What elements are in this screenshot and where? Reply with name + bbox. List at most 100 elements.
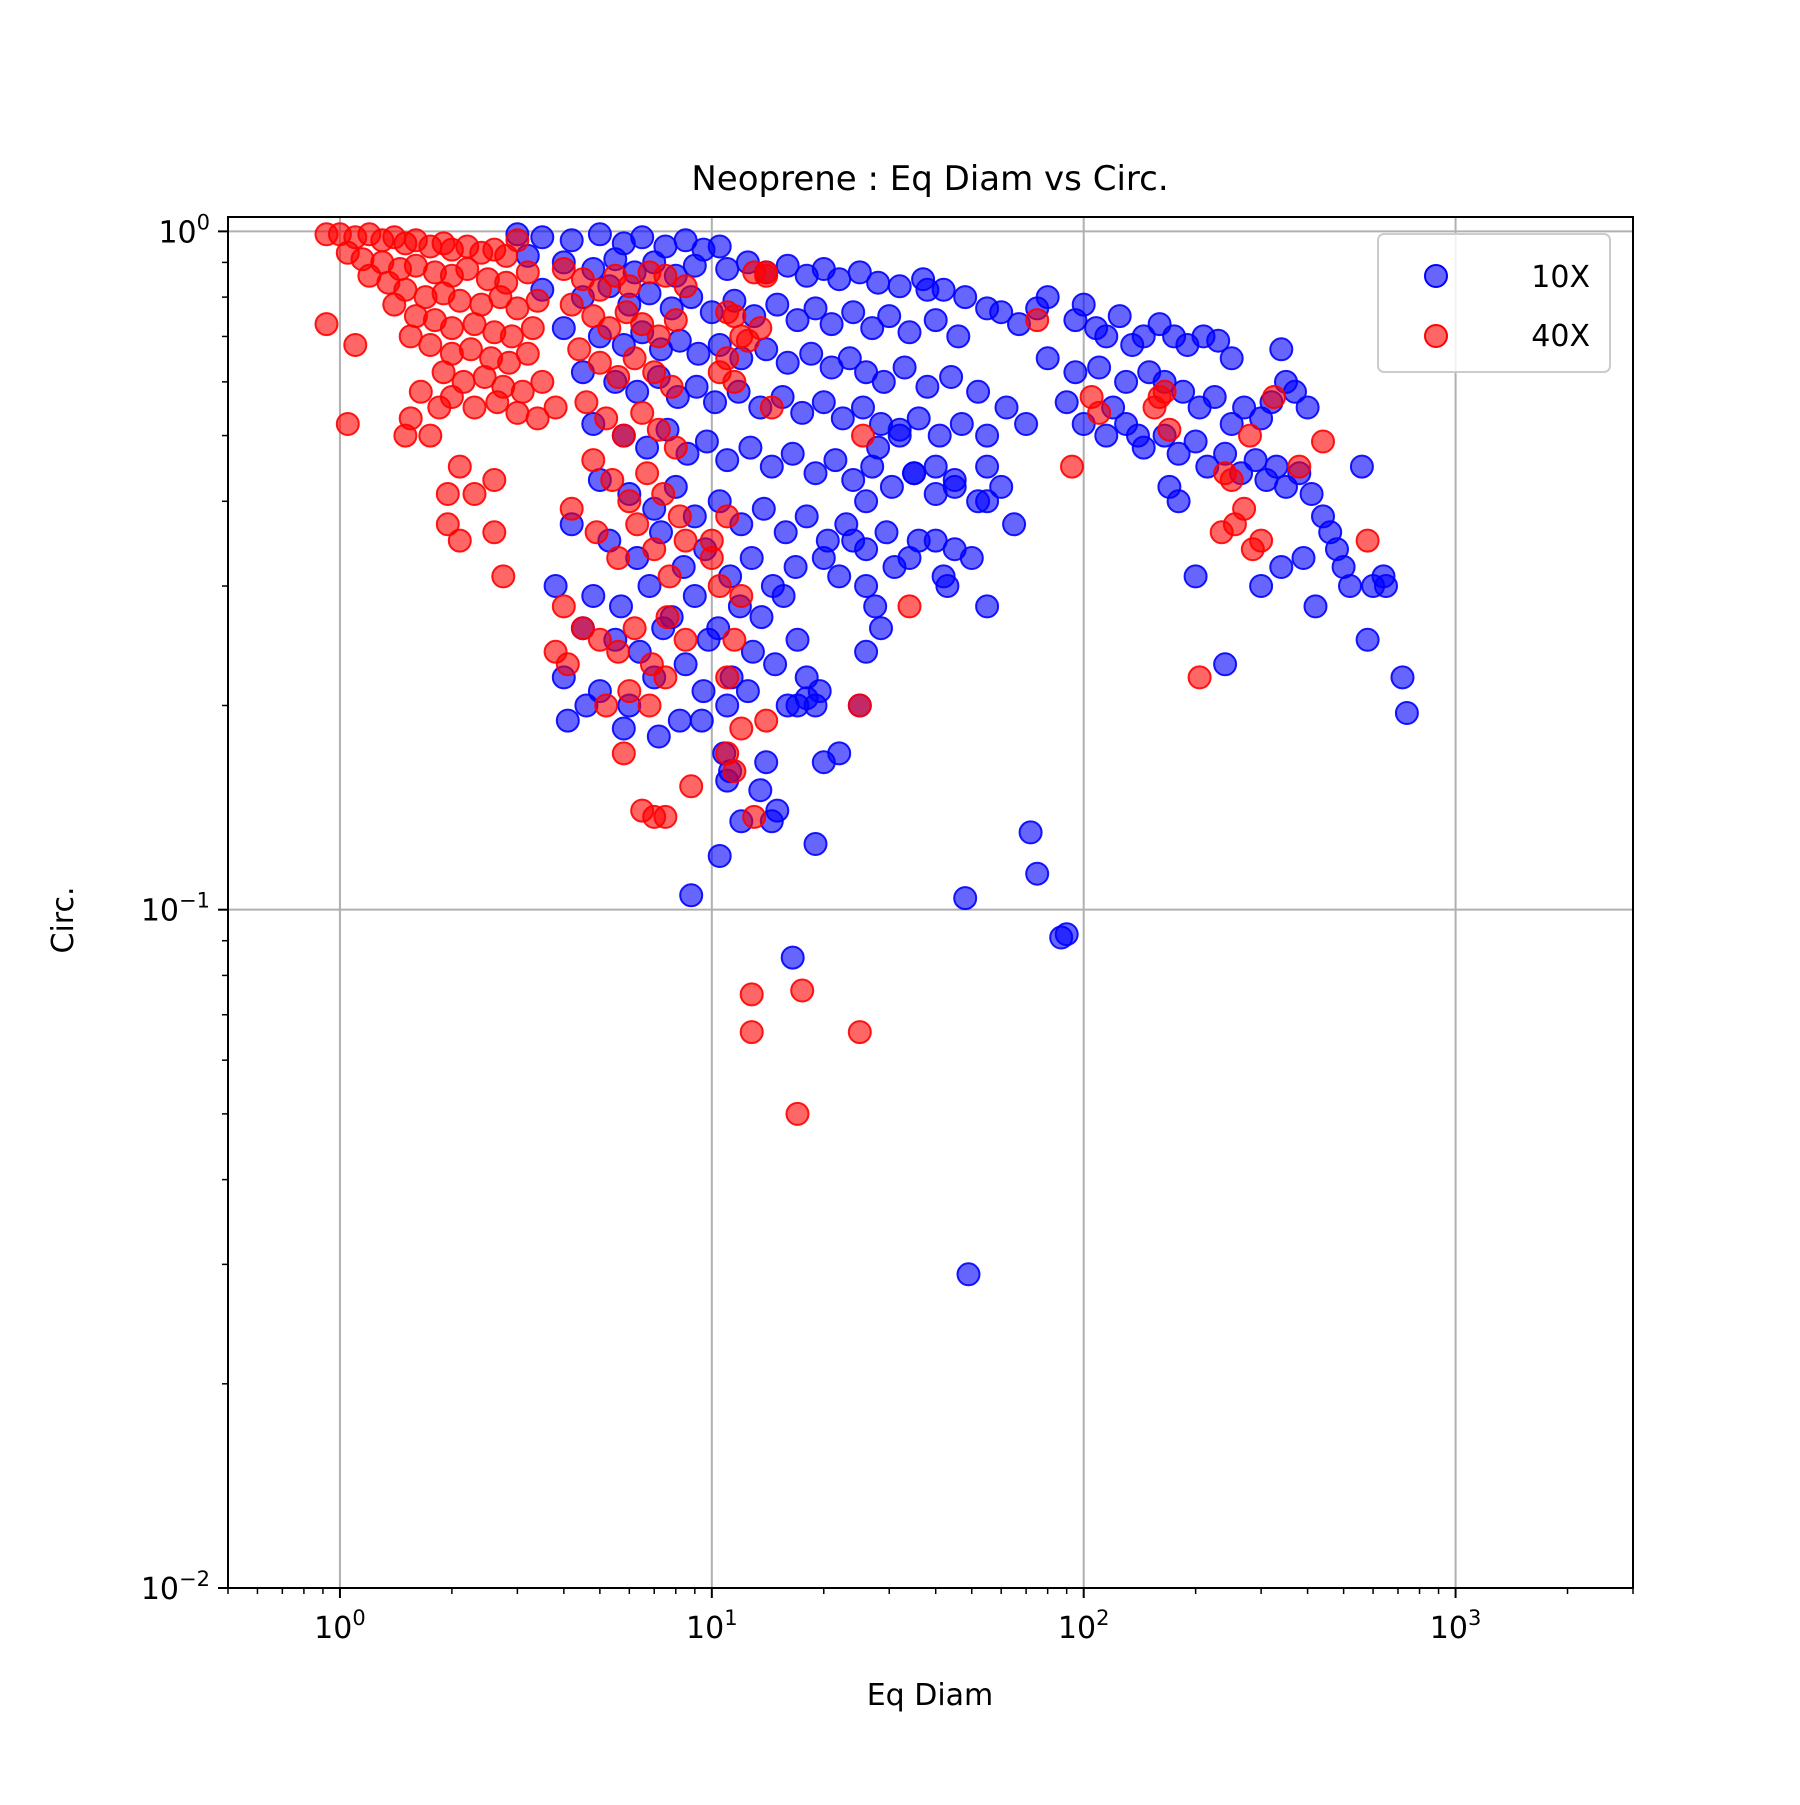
data-points	[314, 222, 1419, 1287]
data-point	[1054, 922, 1079, 947]
data-point	[431, 360, 456, 385]
data-point	[510, 379, 535, 404]
x-tick-exponent: 2	[1096, 1606, 1109, 1630]
data-point	[1025, 308, 1050, 333]
data-point	[646, 417, 671, 442]
data-point	[686, 341, 711, 366]
data-point	[609, 594, 633, 619]
data-point	[887, 423, 912, 448]
data-point	[775, 253, 800, 278]
data-point	[866, 270, 891, 295]
data-point	[780, 441, 805, 466]
data-point	[827, 564, 852, 589]
legend-label-40x: 40X	[1531, 319, 1590, 354]
data-point	[617, 274, 642, 299]
data-point	[751, 496, 776, 521]
data-point	[1374, 574, 1398, 598]
data-point	[892, 355, 917, 380]
data-point	[543, 395, 568, 420]
data-point	[673, 652, 698, 677]
data-point	[1299, 482, 1324, 506]
data-point	[1202, 385, 1227, 409]
data-point	[617, 679, 642, 704]
data-point	[642, 537, 667, 562]
data-point	[435, 482, 460, 506]
data-point	[447, 454, 472, 479]
data-point	[915, 374, 940, 399]
data-point	[1219, 412, 1244, 436]
data-point	[447, 288, 472, 313]
data-point	[622, 346, 647, 371]
plot-frame	[227, 216, 1634, 1589]
data-point	[1107, 304, 1132, 329]
data-point	[587, 222, 612, 247]
data-point	[625, 512, 650, 537]
data-point	[635, 435, 660, 460]
x-tick-exponent: 3	[1468, 1606, 1481, 1630]
data-point	[775, 350, 800, 375]
data-point	[841, 300, 866, 325]
data-point	[663, 435, 688, 460]
data-point	[740, 639, 765, 664]
data-point	[803, 296, 828, 321]
data-point	[748, 778, 773, 803]
data-point	[794, 504, 819, 529]
data-point	[803, 832, 828, 856]
data-point	[606, 546, 631, 570]
data-point	[1349, 454, 1374, 479]
data-point	[673, 274, 698, 299]
data-point	[739, 546, 764, 570]
data-point	[785, 1101, 810, 1126]
data-point	[703, 390, 727, 415]
x-axis-label: Eq Diam	[867, 1678, 994, 1713]
data-point	[854, 574, 879, 598]
data-point	[749, 605, 774, 630]
data-point	[689, 708, 714, 733]
grid	[228, 217, 1633, 1589]
data-point	[653, 804, 678, 829]
data-point	[715, 693, 740, 718]
data-point	[482, 520, 507, 545]
data-point	[587, 350, 612, 375]
data-point	[1219, 468, 1244, 492]
data-point	[946, 324, 971, 349]
data-point	[956, 1262, 981, 1287]
data-point	[458, 337, 483, 362]
data-point	[651, 482, 676, 506]
data-point	[551, 257, 576, 281]
x-tick-exponent: 0	[352, 1606, 365, 1630]
data-point	[759, 454, 784, 479]
data-point	[739, 1020, 764, 1045]
y-tick-base: 10	[141, 894, 179, 929]
data-point	[682, 253, 707, 278]
legend: 10X 40X	[1377, 233, 1611, 373]
y-tick-base: 10	[141, 1572, 179, 1607]
data-point	[827, 741, 852, 766]
data-point	[1063, 360, 1088, 385]
data-point	[785, 308, 810, 333]
data-point	[418, 333, 443, 357]
y-tick-exponent: −2	[179, 1567, 210, 1591]
data-point	[1355, 528, 1380, 553]
data-point	[435, 512, 460, 537]
data-point	[567, 337, 592, 362]
data-point	[491, 564, 516, 589]
data-point	[485, 390, 510, 415]
data-point	[427, 395, 452, 420]
data-point	[600, 468, 625, 492]
data-point	[923, 454, 948, 479]
data-point	[515, 260, 540, 285]
y-tick-base: 10	[158, 215, 196, 250]
data-point	[1152, 379, 1177, 404]
data-point	[1166, 441, 1191, 466]
data-point	[1264, 454, 1289, 479]
data-point	[906, 528, 931, 553]
legend-label-10x: 10X	[1531, 260, 1590, 295]
data-point	[611, 741, 636, 766]
data-point	[559, 496, 584, 521]
data-point	[959, 546, 984, 570]
data-point	[343, 333, 368, 357]
data-point	[869, 616, 893, 641]
x-tick-exponent: 1	[724, 1606, 737, 1630]
